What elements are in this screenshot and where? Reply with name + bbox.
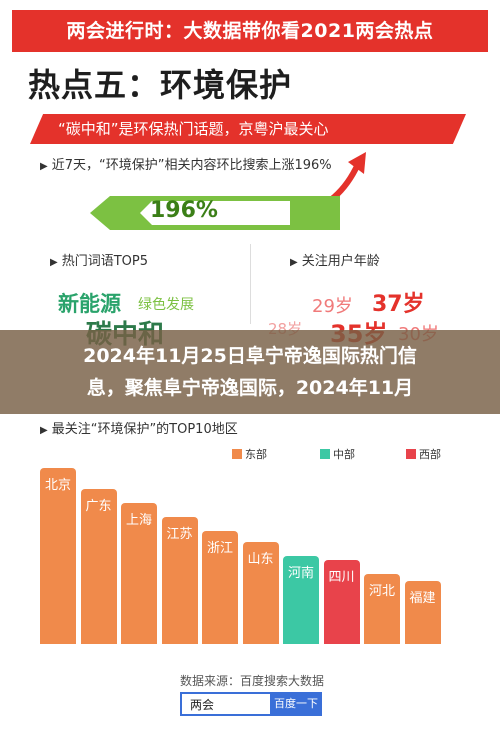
triangle-bullet-icon: ▶ <box>50 257 58 268</box>
search-button[interactable]: 百度一下 <box>270 692 322 716</box>
legend-swatch-west <box>406 449 416 459</box>
ages-heading: ▶ 关注用户年龄 <box>290 250 380 269</box>
bar-label-7: 四川 <box>328 569 355 585</box>
bar-5: 山东 <box>242 541 279 644</box>
bar-6: 河南 <box>283 556 319 644</box>
word-green-dev: 绿色发展 <box>138 297 194 313</box>
title-overlay[interactable]: 2024年11月25日阜宁帝逸国际热门信 息，聚焦阜宁帝逸国际，2024年11月 <box>0 330 500 414</box>
overlay-line-2: 息，聚焦阜宁帝逸国际，2024年11月 <box>86 377 414 399</box>
bar-label-2: 上海 <box>125 513 152 529</box>
search-value: 两会 <box>190 698 215 712</box>
section-title: 热点五：环境保护 <box>28 66 293 104</box>
age-37: 37岁 <box>372 292 425 317</box>
regions-bar-chart: 北京 广东 上海 江苏 浙江 山东 河南 四川 河北 福建 <box>40 468 460 644</box>
topwords-heading-text: 热门词语TOP5 <box>61 254 148 269</box>
triangle-bullet-icon: ▶ <box>40 161 48 172</box>
data-source: 数据来源：百度搜索大数据 <box>180 674 325 688</box>
overlay-line-1: 2024年11月25日阜宁帝逸国际热门信 <box>83 345 417 367</box>
bar-7: 四川 <box>323 559 360 644</box>
trend-bullet: ▶ 近7天，“环境保护”相关内容环比搜索上涨196% <box>40 154 332 173</box>
bar-8: 河北 <box>364 573 400 644</box>
legend-label-west: 西部 <box>419 448 441 461</box>
bar-9: 福建 <box>404 580 441 644</box>
percent-arrow-inner <box>140 201 290 225</box>
legend-label-east: 东部 <box>245 448 267 461</box>
bar-label-6: 河南 <box>287 566 314 581</box>
bar-1: 广东 <box>80 489 117 644</box>
regions-heading: ▶ 最关注“环境保护”的TOP10地区 <box>40 418 238 437</box>
bar-label-3: 江苏 <box>166 527 193 543</box>
divider <box>250 244 251 324</box>
ages-heading-text: 关注用户年龄 <box>301 254 380 269</box>
legend-label-central: 中部 <box>333 448 355 461</box>
topwords-heading: ▶ 热门词语TOP5 <box>50 250 148 269</box>
banner-title: 两会进行时：大数据带你看2021两会热点 <box>12 10 488 52</box>
regions-heading-text: 最关注“环境保护”的TOP10地区 <box>51 422 238 437</box>
trend-text: 近7天，“环境保护”相关内容环比搜索上涨196% <box>51 158 332 173</box>
bar-0: 北京 <box>40 468 76 644</box>
bar-label-1: 广东 <box>85 499 112 515</box>
bar-3: 江苏 <box>161 517 198 644</box>
percent-value: 196% <box>150 198 218 223</box>
legend-west: 西部 <box>406 446 441 462</box>
triangle-bullet-icon: ▶ <box>290 257 298 268</box>
bar-2: 上海 <box>121 503 157 644</box>
bar-label-5: 山东 <box>247 551 274 567</box>
legend-swatch-east <box>232 449 242 459</box>
age-29: 29岁 <box>312 296 353 317</box>
ribbon-headline: “碳中和”是环保热门话题，京粤沪最关心 <box>30 114 466 144</box>
bar-label-8: 河北 <box>368 583 395 599</box>
triangle-bullet-icon: ▶ <box>40 425 48 436</box>
bar-4: 浙江 <box>202 531 238 644</box>
bar-label-0: 北京 <box>44 478 71 493</box>
bar-label-4: 浙江 <box>206 541 233 557</box>
bar-label-9: 福建 <box>409 590 436 606</box>
word-new-energy: 新能源 <box>58 292 121 316</box>
legend-swatch-central <box>320 449 330 459</box>
legend-central: 中部 <box>320 446 355 462</box>
legend-east: 东部 <box>232 446 267 462</box>
